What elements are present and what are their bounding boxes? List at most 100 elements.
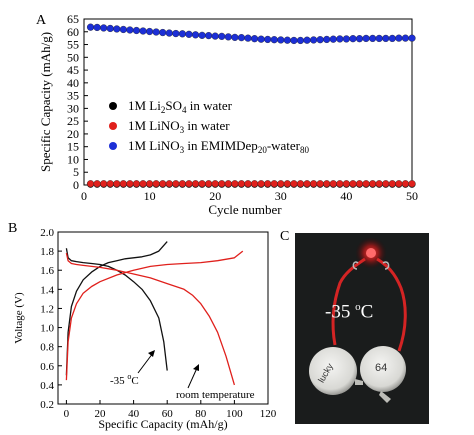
- point-a-s1-15: [185, 180, 193, 188]
- photo-scene: lucky 64: [295, 233, 429, 424]
- line-b--35c-discharge: [65, 248, 168, 371]
- x-axis-label-b: Specific Capacity (mAh/g): [98, 417, 227, 431]
- point-a-s1-14: [178, 180, 187, 188]
- point-a-s1-3: [106, 180, 114, 188]
- panel-label-b: B: [8, 221, 17, 236]
- point-a-s1-44: [375, 180, 383, 188]
- coin-cell-1: [309, 347, 357, 395]
- point-a-s2-10: [152, 28, 160, 36]
- x-tick-label-b-4: 80: [195, 408, 207, 420]
- x-tick-label-b-1: 20: [95, 408, 107, 420]
- plot-frame-b: [57, 231, 269, 405]
- legend-label-1: 1M LiNO3 in water: [128, 118, 230, 135]
- point-a-s1-18: [205, 180, 213, 188]
- point-a-s2-24: [244, 34, 252, 42]
- point-a-s1-4: [113, 180, 121, 188]
- y-tick-label-a-8: 40: [67, 76, 79, 90]
- point-a-s2-36: [323, 35, 331, 44]
- point-a-s1-39: [342, 180, 351, 188]
- point-a-s2-41: [355, 35, 364, 43]
- y-tick-label-a-3: 15: [67, 140, 79, 154]
- y-tick-label-b-1: 0.4: [40, 380, 54, 392]
- point-a-s1-49: [408, 180, 416, 188]
- point-a-s1-43: [369, 180, 377, 188]
- point-a-s1-7: [132, 180, 141, 188]
- y-tick-label-a-0: 0: [73, 178, 79, 192]
- x-tick-label-b-2: 40: [128, 408, 140, 420]
- y-tick-label-a-5: 25: [67, 114, 79, 128]
- point-a-s1-9: [146, 180, 154, 188]
- point-a-s2-38: [336, 35, 344, 43]
- x-tick-label-b-3: 60: [162, 408, 174, 420]
- point-a-s2-17: [198, 31, 206, 39]
- point-a-s2-26: [257, 35, 265, 43]
- point-a-s2-3: [106, 24, 114, 33]
- point-a-s1-36: [323, 180, 331, 188]
- point-a-s1-23: [237, 180, 246, 188]
- point-a-s1-21: [224, 180, 232, 188]
- point-a-s1-45: [382, 180, 390, 188]
- point-a-s2-42: [362, 34, 370, 43]
- point-a-s2-28: [270, 36, 278, 44]
- point-a-s1-38: [336, 180, 344, 188]
- coin-cell-2: [360, 346, 406, 392]
- point-a-s2-5: [119, 25, 127, 34]
- point-a-s1-8: [139, 180, 147, 188]
- led-icon: [366, 248, 376, 258]
- point-a-s1-27: [264, 180, 272, 188]
- point-a-s2-49: [408, 34, 416, 42]
- point-a-s1-42: [362, 180, 370, 188]
- point-a-s2-37: [329, 35, 337, 43]
- point-a-s2-39: [342, 35, 351, 43]
- y-tick-label-a-11: 55: [67, 38, 79, 52]
- x-tick-label-b-5: 100: [226, 408, 243, 420]
- photo-panel: lucky 64 -35 oC: [295, 233, 429, 424]
- y-tick-label-b-6: 1.4: [40, 284, 54, 296]
- point-a-s2-44: [375, 34, 383, 43]
- point-a-s2-27: [264, 35, 272, 44]
- point-a-s1-28: [270, 180, 278, 188]
- x-tick-label-b-0: 0: [64, 408, 70, 420]
- x-tick-label-a-4: 40: [340, 189, 352, 203]
- y-tick-label-b-3: 0.8: [40, 342, 54, 354]
- annotation-room-arrowhead: [193, 364, 199, 371]
- y-tick-label-a-12: 60: [67, 25, 79, 39]
- annotation-cold-arrow: [137, 352, 154, 374]
- point-a-s2-13: [172, 29, 180, 38]
- point-a-s1-11: [159, 180, 167, 188]
- point-a-s2-33: [303, 36, 311, 44]
- point-a-s1-46: [388, 180, 396, 188]
- point-a-s2-15: [185, 30, 193, 38]
- point-a-s2-29: [277, 36, 285, 44]
- x-tick-label-a-1: 10: [144, 189, 156, 203]
- point-a-s1-16: [191, 180, 200, 188]
- y-tick-label-b-7: 1.6: [40, 265, 54, 277]
- point-a-s2-2: [100, 24, 108, 32]
- y-tick-label-b-8: 1.8: [40, 246, 54, 258]
- y-axis-label-b: Voltage (V): [13, 292, 25, 344]
- y-tick-label-a-1: 5: [73, 165, 79, 179]
- annotation-cold: -35 oC: [110, 372, 139, 387]
- point-a-s2-23: [237, 34, 246, 42]
- y-tick-label-b-4: 1.0: [40, 323, 54, 335]
- point-a-s1-32: [296, 180, 305, 188]
- line-b--35c-charge: [65, 241, 168, 376]
- annotation-room: room temperature: [176, 389, 255, 401]
- point-a-s1-13: [172, 180, 180, 188]
- point-a-s2-12: [165, 29, 173, 37]
- point-a-s2-21: [224, 33, 232, 41]
- point-a-s2-34: [310, 36, 318, 44]
- y-tick-label-a-9: 45: [67, 63, 79, 77]
- point-a-s1-2: [100, 180, 108, 188]
- point-a-s1-48: [401, 180, 410, 188]
- point-a-s2-22: [231, 33, 239, 41]
- point-a-s2-0: [86, 23, 95, 31]
- point-a-s2-35: [316, 36, 324, 44]
- y-tick-label-b-5: 1.2: [40, 303, 54, 315]
- point-a-s2-18: [205, 31, 213, 40]
- legend-a: 1M Li2SO4 in water 1M LiNO3 in water 1M …: [109, 98, 310, 155]
- panel-label-a: A: [36, 13, 47, 28]
- point-a-s1-30: [283, 180, 291, 188]
- y-tick-label-a-4: 20: [67, 127, 79, 141]
